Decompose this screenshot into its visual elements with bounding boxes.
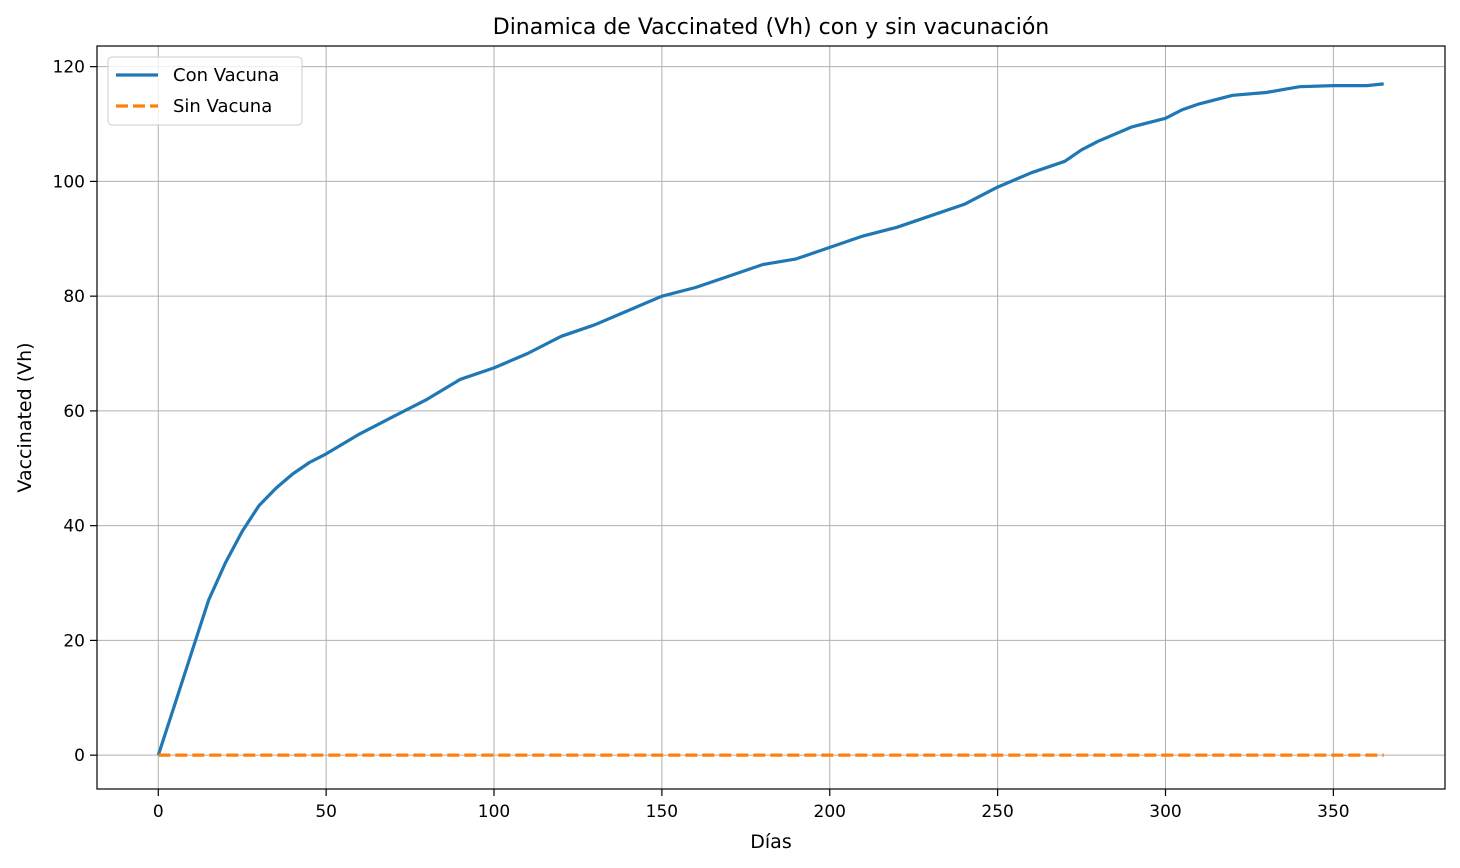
y-axis-title: Vaccinated (Vh) <box>14 342 36 492</box>
legend-label-con-vacuna: Con Vacuna <box>173 65 279 86</box>
series-line-con-vacuna <box>156 82 1384 756</box>
x-tick-label: 50 <box>315 802 337 822</box>
x-tick-label: 0 <box>153 802 164 822</box>
plot-frame <box>96 45 1446 790</box>
x-tick-label: 100 <box>478 802 510 822</box>
y-tick-label: 40 <box>63 517 85 537</box>
x-tick-label: 200 <box>814 802 846 822</box>
x-tick-label: 350 <box>1317 802 1349 822</box>
x-tick-label: 250 <box>981 802 1013 822</box>
y-tick-label: 20 <box>63 631 85 651</box>
ticks: 0 50 100 150 200 250 300 350 0 20 40 60 80 100 120 <box>53 58 1350 822</box>
y-tick-label: 80 <box>63 287 85 307</box>
grid <box>97 46 1445 789</box>
legend-label-sin-vacuna: Sin Vacuna <box>173 96 272 117</box>
y-tick-label: 60 <box>63 402 85 422</box>
x-axis-title: Días <box>750 831 791 853</box>
series-layer <box>156 82 1384 757</box>
y-tick-label: 120 <box>53 58 85 78</box>
x-tick-label: 300 <box>1149 802 1181 822</box>
y-tick-label: 100 <box>53 172 85 192</box>
legend: Con Vacuna Sin Vacuna <box>107 56 303 126</box>
x-tick-label: 150 <box>646 802 678 822</box>
y-tick-label: 0 <box>74 746 85 766</box>
chart-title: Dinamica de Vaccinated (Vh) con y sin va… <box>493 15 1050 40</box>
